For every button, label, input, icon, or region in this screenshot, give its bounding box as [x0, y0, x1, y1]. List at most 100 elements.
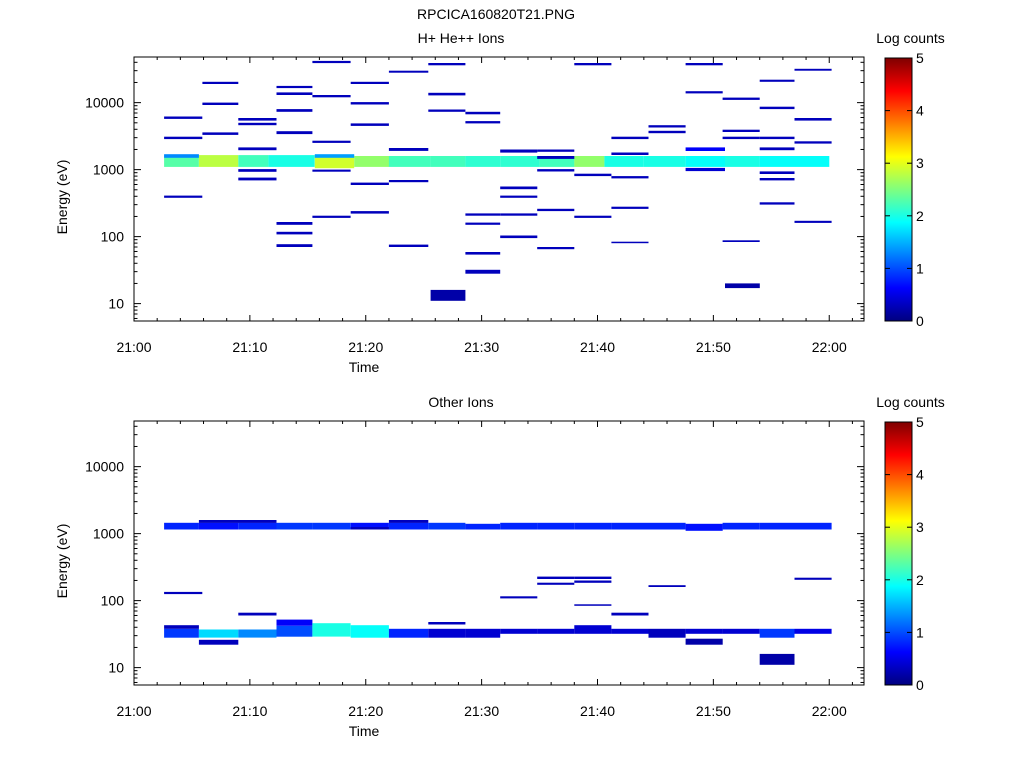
- heatmap-cell: [725, 283, 760, 289]
- heatmap-cell: [611, 612, 649, 616]
- heatmap-cell: [202, 132, 239, 135]
- heatmap-cell: [537, 522, 575, 530]
- heatmap-cell: [350, 522, 389, 530]
- heatmap-cell: [465, 213, 501, 216]
- x-tick-label: 21:00: [116, 339, 151, 355]
- heatmap-cell: [276, 109, 313, 112]
- heatmap-cell: [164, 195, 203, 198]
- heatmap-cell: [388, 628, 429, 638]
- heatmap-cell: [465, 121, 501, 124]
- heatmap-cell: [685, 147, 725, 151]
- y-tick-label: 100: [101, 229, 125, 245]
- heatmap-cell: [611, 206, 649, 209]
- heatmap-cell: [759, 136, 795, 140]
- panel-title: Other Ions: [428, 394, 493, 410]
- colorbar-tick-label: 1: [916, 260, 924, 276]
- heatmap-cell: [268, 155, 315, 167]
- heatmap-cell: [428, 522, 466, 530]
- heatmap-cell: [611, 522, 649, 530]
- y-tick-label: 100: [101, 593, 125, 609]
- heatmap-cell: [574, 63, 612, 66]
- x-tick-label: 22:00: [812, 339, 847, 355]
- heatmap-cell: [574, 580, 612, 583]
- heatmap-cell: [759, 628, 795, 638]
- x-tick-label: 21:10: [232, 339, 267, 355]
- heatmap-cell: [537, 247, 575, 250]
- colorbar-tick-label: 5: [916, 414, 924, 430]
- x-tick-label: 21:20: [348, 703, 383, 719]
- heatmap-cell: [500, 235, 538, 239]
- heatmap-cell: [428, 92, 466, 96]
- heatmap-cell: [465, 156, 501, 167]
- heatmap-cell: [164, 136, 203, 140]
- heatmap-cell: [500, 628, 538, 634]
- heatmap-cell: [500, 213, 538, 216]
- heatmap-cell: [276, 625, 313, 637]
- heatmap-cells: [164, 520, 832, 665]
- heatmap-cell: [312, 140, 351, 143]
- heatmap-cell: [388, 148, 429, 151]
- x-tick-label: 21:20: [348, 339, 383, 355]
- y-axis: 10 100 1000 10000: [85, 425, 864, 683]
- colorbar-tick-label: 1: [916, 624, 924, 640]
- heatmap-cell: [722, 522, 760, 530]
- panel-h-he-ions: 21:00 21:10 21:20 21:30 21:40 21:50 22:00 Time 1…: [54, 30, 945, 375]
- heatmap-cell: [198, 155, 239, 167]
- heatmap-cell: [759, 171, 795, 174]
- heatmap-cell: [238, 629, 277, 638]
- heatmap-cell: [465, 222, 501, 225]
- y-tick-label: 1000: [93, 526, 124, 542]
- heatmap-cell: [574, 625, 612, 634]
- heatmap-cell: [648, 130, 686, 134]
- heatmap-cell: [388, 522, 429, 530]
- heatmap-cell: [500, 195, 538, 198]
- heatmap-cell: [500, 596, 538, 599]
- heatmap-cell: [685, 167, 725, 172]
- heatmap-cell: [537, 576, 575, 579]
- heatmap-cell: [276, 619, 313, 626]
- heatmap-cell: [759, 147, 795, 151]
- heatmap-cell: [537, 208, 575, 212]
- heatmap-cell: [350, 527, 389, 530]
- heatmap-cell: [648, 125, 686, 128]
- heatmap-cell: [312, 522, 351, 530]
- heatmap-cell: [388, 244, 429, 247]
- heatmap-cell: [759, 522, 795, 530]
- heatmap-cell: [430, 156, 466, 167]
- colorbar-label: Log counts: [876, 394, 945, 410]
- heatmap-cell: [537, 156, 575, 159]
- colorbar: 0 1 2 3 4 5 Log counts: [876, 394, 945, 693]
- heatmap-cell: [794, 577, 832, 580]
- heatmap-cell: [276, 92, 313, 95]
- x-tick-label: 21:30: [464, 339, 499, 355]
- colorbar-tick-label: 2: [916, 572, 924, 588]
- heatmap-cell: [759, 106, 795, 110]
- y-axis-label: Energy (eV): [54, 160, 70, 235]
- colorbar-tick-label: 3: [916, 519, 924, 535]
- heatmap-cell: [648, 585, 686, 587]
- heatmap-cell: [465, 252, 501, 255]
- heatmap-cell: [759, 79, 795, 82]
- heatmap-cell: [276, 522, 313, 530]
- heatmap-cell: [465, 628, 501, 638]
- heatmap-cell: [574, 576, 612, 579]
- heatmap-cell: [350, 123, 389, 126]
- heatmap-cell: [685, 156, 725, 167]
- heatmap-cell: [238, 177, 277, 181]
- x-tick-label: 21:10: [232, 703, 267, 719]
- heatmap-cell: [428, 622, 466, 625]
- x-axis-label: Time: [349, 723, 380, 739]
- panel-title: H+ He++ Ions: [418, 30, 505, 46]
- heatmap-cell: [759, 202, 795, 205]
- heatmap-cell: [388, 520, 429, 523]
- heatmap-cell: [276, 85, 313, 89]
- heatmap-cell: [428, 628, 466, 638]
- y-axis-label: Energy (eV): [54, 524, 70, 599]
- heatmap-cell: [574, 156, 605, 167]
- heatmap-cell: [164, 625, 199, 629]
- heatmap-cell: [722, 628, 760, 634]
- x-tick-label: 21:50: [696, 339, 731, 355]
- x-tick-label: 21:30: [464, 703, 499, 719]
- heatmap-cell: [537, 628, 575, 634]
